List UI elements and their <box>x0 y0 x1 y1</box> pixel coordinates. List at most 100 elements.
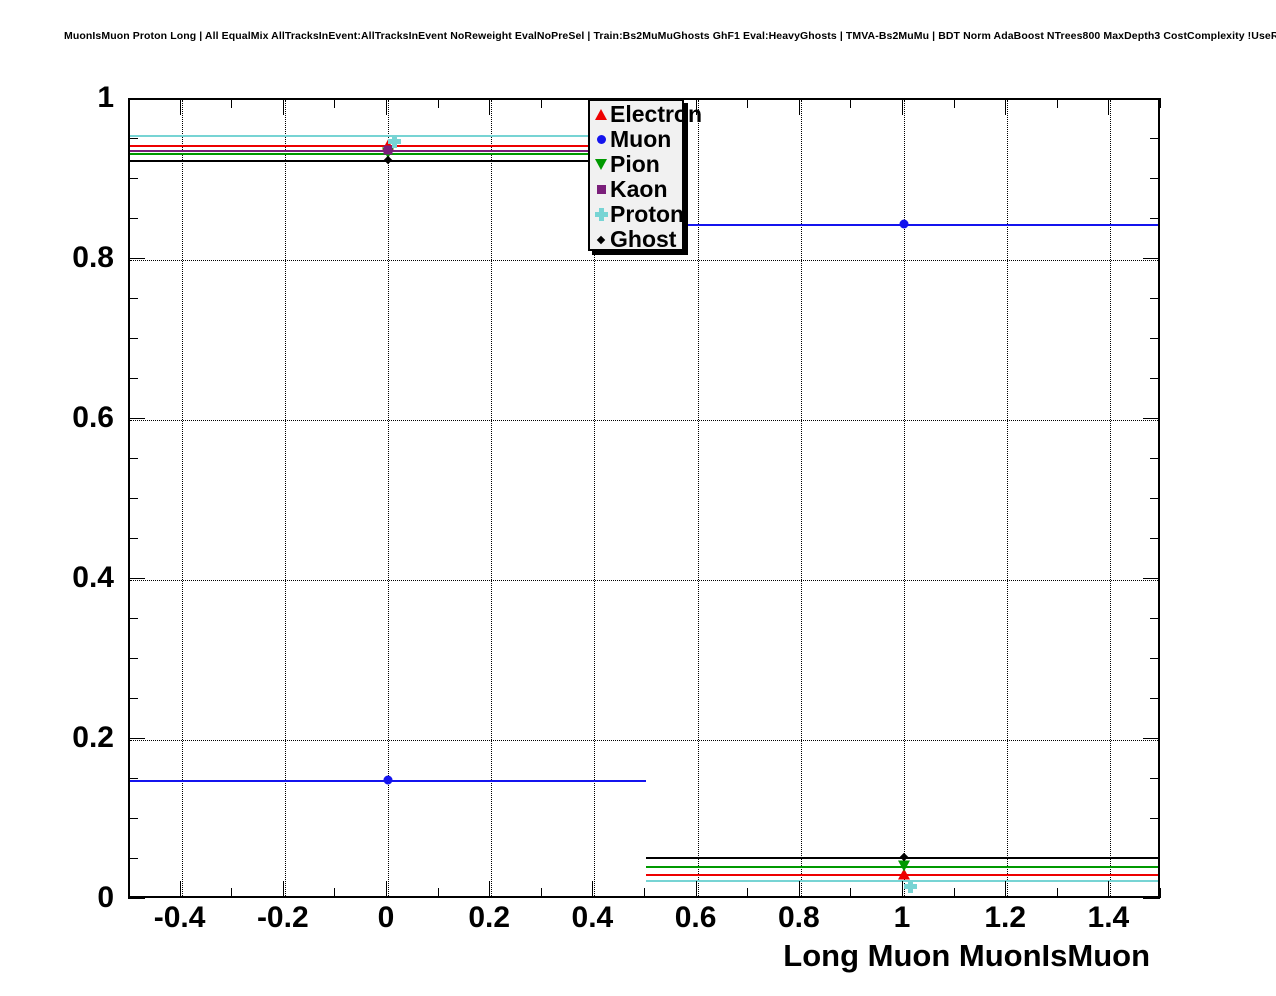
x-axis-minor-tick <box>953 888 955 898</box>
gridline-vertical <box>800 100 802 896</box>
y-axis-minor-tick-right <box>1150 538 1160 539</box>
y-axis-major-tick-right <box>1143 98 1160 99</box>
legend-entry-label: Proton <box>610 201 685 227</box>
y-axis-minor-tick <box>128 498 138 499</box>
data-point-marker-muon <box>899 219 909 229</box>
data-point-marker-electron <box>382 139 394 151</box>
data-point-marker-muon <box>383 775 393 785</box>
x-axis-major-tick-top <box>902 98 903 115</box>
x-axis-tick-label: 1.4 <box>1087 901 1130 934</box>
y-axis-major-tick <box>128 578 145 579</box>
legend-entry-label: Pion <box>610 151 660 177</box>
x-axis-major-tick <box>902 881 903 898</box>
y-axis-minor-tick-right <box>1150 458 1160 459</box>
y-axis-major-tick-right <box>1143 738 1160 739</box>
gridline-horizontal <box>130 420 1158 421</box>
y-axis-major-tick-right <box>1143 418 1160 419</box>
x-axis-minor-tick-top <box>334 98 336 108</box>
x-axis-minor-tick <box>128 888 129 898</box>
y-axis-minor-tick <box>128 618 138 619</box>
data-point-marker-kaon <box>383 145 393 155</box>
y-axis-minor-tick <box>128 298 138 299</box>
x-axis-minor-tick <box>1056 888 1058 898</box>
y-axis-major-tick-right <box>1143 578 1160 579</box>
y-axis-major-tick <box>128 258 145 259</box>
x-axis-minor-tick <box>334 888 336 898</box>
x-axis-title: Long Muon MuonIsMuon <box>783 938 1150 973</box>
x-axis-tick-label: -0.2 <box>256 901 309 934</box>
gridline-vertical <box>1110 100 1112 896</box>
x-axis-tick-label: 0.2 <box>468 901 511 934</box>
gridline-vertical <box>491 100 493 896</box>
x-axis-major-tick <box>282 881 284 898</box>
legend-entry-kaon[interactable]: Kaon <box>590 177 682 202</box>
y-axis-minor-tick <box>128 218 138 219</box>
y-axis-minor-tick-right <box>1150 498 1160 499</box>
gridline-vertical <box>1007 100 1009 896</box>
x-axis-tick-label: 0.6 <box>674 901 717 934</box>
y-axis-tick-label: 0.6 <box>72 401 114 434</box>
gridline-horizontal <box>130 580 1158 581</box>
y-axis-minor-tick <box>128 378 138 379</box>
gridline-vertical <box>594 100 596 896</box>
plot-title: MuonIsMuon Proton Long | All EqualMix Al… <box>64 30 1276 42</box>
y-axis-minor-tick <box>128 818 138 819</box>
x-axis-minor-tick-top <box>747 98 749 108</box>
y-axis-major-tick <box>128 98 145 99</box>
x-axis-major-tick-top <box>1005 98 1007 115</box>
x-axis-minor-tick <box>1160 888 1161 898</box>
y-axis-tick-label: 1 <box>97 81 114 114</box>
x-axis-tick-label: -0.4 <box>153 901 206 934</box>
x-axis-minor-tick-top <box>1056 98 1058 108</box>
x-axis-tick-label: 0.4 <box>571 901 614 934</box>
y-axis-minor-tick <box>128 458 138 459</box>
cross-icon <box>590 202 612 227</box>
x-axis-major-tick <box>179 881 181 898</box>
y-axis-minor-tick-right <box>1150 778 1160 779</box>
y-axis-major-tick <box>128 738 145 739</box>
x-axis-tick-label: 0 <box>377 901 395 934</box>
legend-entry-label: Electron <box>610 101 703 127</box>
legend-entry-muon[interactable]: Muon <box>590 127 682 152</box>
data-point-marker-pion <box>898 860 910 872</box>
y-axis-major-tick <box>128 418 145 419</box>
x-axis-major-tick-top <box>386 98 387 115</box>
y-axis-minor-tick-right <box>1150 658 1160 659</box>
x-axis-tick-label: 1.2 <box>984 901 1027 934</box>
gridline-horizontal <box>130 740 1158 741</box>
y-axis-tick-label: 0 <box>97 881 114 914</box>
y-axis-minor-tick-right <box>1150 218 1160 219</box>
x-axis-minor-tick-top <box>540 98 542 108</box>
x-axis-major-tick-top <box>282 98 284 115</box>
x-axis-major-tick <box>489 881 491 898</box>
y-axis-minor-tick-right <box>1150 178 1160 179</box>
x-axis-major-tick <box>798 881 800 898</box>
legend-entry-pion[interactable]: Pion <box>590 152 682 177</box>
x-axis-major-tick <box>386 881 387 898</box>
y-axis-minor-tick <box>128 698 138 699</box>
y-axis-minor-tick <box>128 858 138 859</box>
x-axis-major-tick-top <box>489 98 491 115</box>
data-point-marker-ghost <box>383 155 393 165</box>
y-axis-minor-tick <box>128 658 138 659</box>
data-point-marker-electron <box>898 868 910 880</box>
y-axis-major-tick-right <box>1143 258 1160 259</box>
legend[interactable]: Electron Muon Pion Kaon Proton Ghost <box>588 99 702 252</box>
legend-entry-proton[interactable]: Proton <box>590 201 685 227</box>
data-series-line-proton <box>130 135 646 138</box>
triangle-up-icon <box>590 102 612 127</box>
x-axis-minor-tick-top <box>437 98 439 108</box>
x-axis-major-tick-top <box>695 98 697 115</box>
plot-area <box>130 100 1158 896</box>
x-axis-minor-tick-top <box>953 98 955 108</box>
y-axis-minor-tick <box>128 538 138 539</box>
x-axis-minor-tick <box>231 888 233 898</box>
y-axis-minor-tick-right <box>1150 378 1160 379</box>
x-axis-major-tick <box>1005 881 1007 898</box>
legend-entry-ghost[interactable]: Ghost <box>590 227 682 252</box>
x-axis-minor-tick <box>644 888 645 898</box>
circle-icon <box>590 127 612 152</box>
legend-entry-label: Kaon <box>610 176 668 202</box>
x-axis-minor-tick-top <box>1160 98 1161 108</box>
legend-entry-electron[interactable]: Electron <box>590 102 702 127</box>
